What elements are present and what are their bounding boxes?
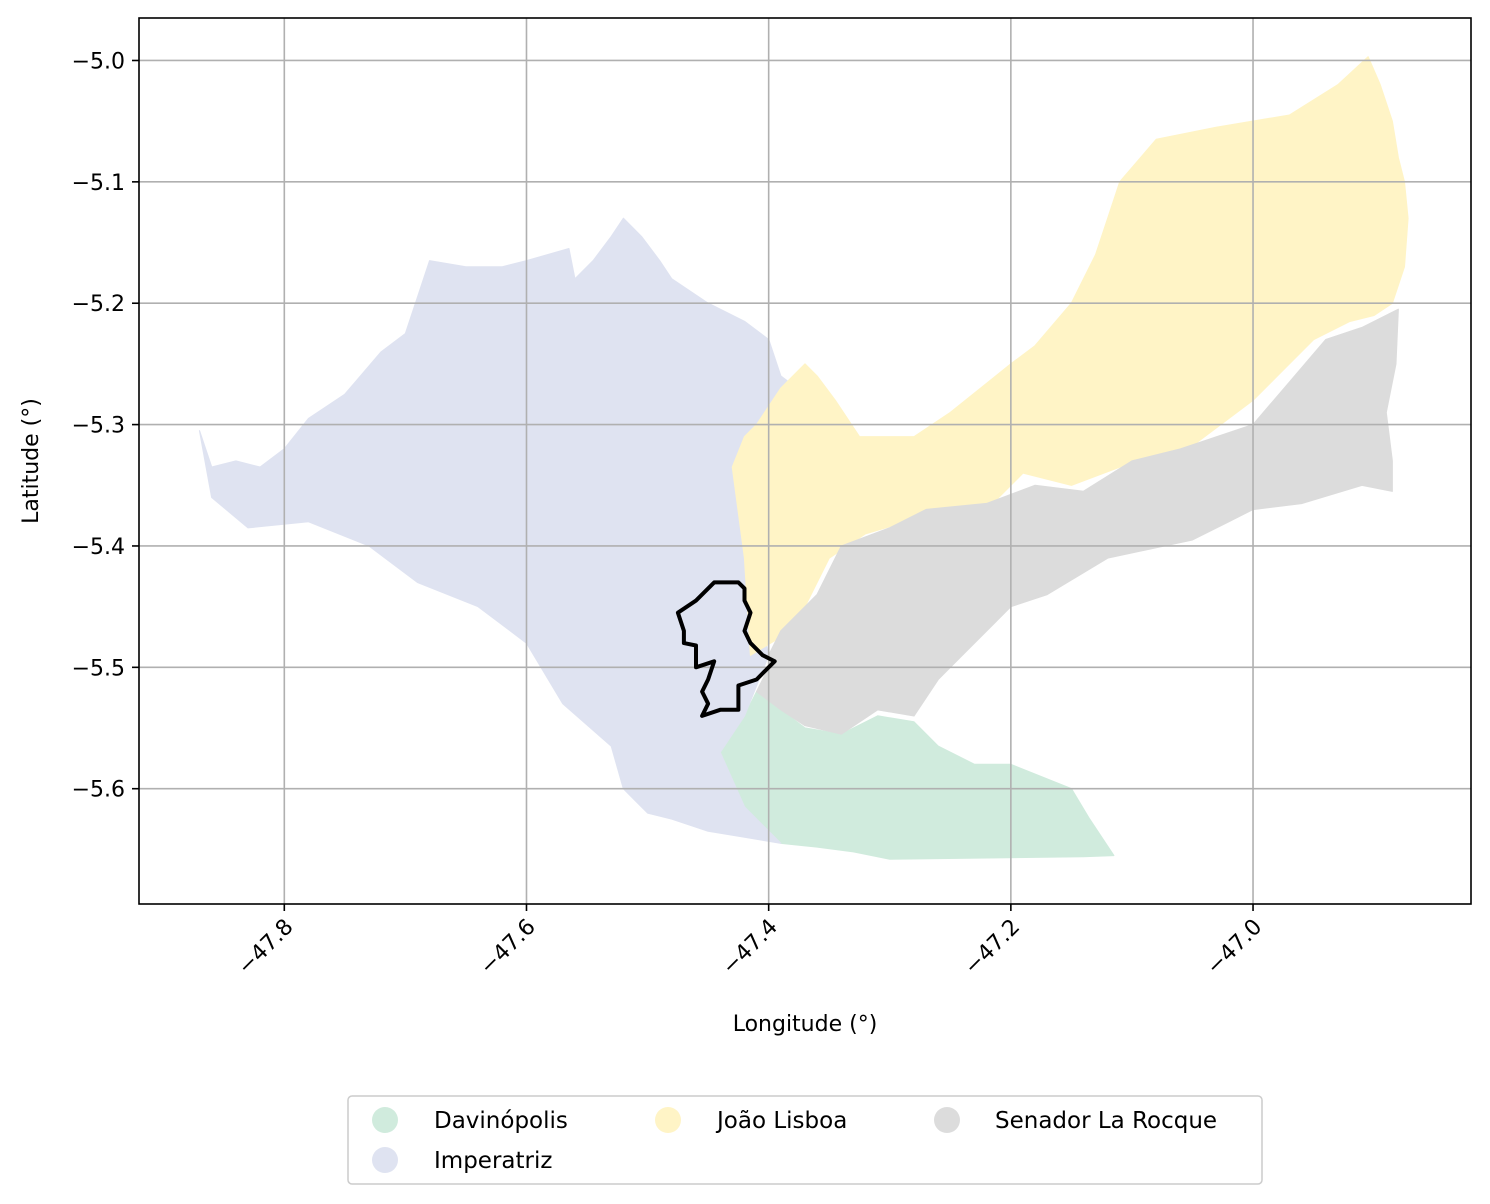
x-axis-title: Longitude (°)	[733, 1012, 878, 1037]
legend-box	[347, 1095, 1263, 1185]
region-imperatriz	[198, 217, 806, 844]
legend-label-imperatriz: Imperatriz	[434, 1148, 552, 1174]
y-tick-label: −5.6	[72, 778, 125, 803]
plot-frame	[138, 17, 1472, 905]
regions-layer	[198, 56, 1409, 860]
grid-layer	[139, 18, 1471, 904]
legend: Davinópolis Imperatriz João Lisboa Senad…	[347, 1095, 1263, 1185]
region-senador-la-rocque	[755, 308, 1399, 735]
y-ticks: −5.0 −5.1 −5.2 −5.3 −5.4 −5.5 −5.6	[72, 49, 139, 803]
legend-label-davinopolis: Davinópolis	[434, 1108, 568, 1134]
outline-layer	[675, 580, 777, 718]
highlight-outline	[675, 580, 777, 718]
legend-label-senador-la-rocque: Senador La Rocque	[995, 1108, 1217, 1134]
y-tick-label: −5.3	[72, 414, 125, 439]
legend-marker-senador-la-rocque	[934, 1107, 960, 1133]
y-tick-label: −5.2	[72, 292, 125, 317]
legend-marker-davinopolis	[372, 1107, 398, 1133]
legend-marker-imperatriz	[372, 1147, 398, 1173]
legend-label-joao-lisboa: João Lisboa	[715, 1108, 847, 1134]
y-tick-label: −5.1	[72, 171, 125, 196]
region-davinopolis	[719, 690, 1115, 860]
y-tick-label: −5.0	[72, 49, 125, 74]
y-tick-label: −5.5	[72, 656, 125, 681]
legend-marker-joao-lisboa	[655, 1107, 681, 1133]
y-axis-title: Latitude (°)	[19, 398, 44, 524]
y-tick-label: −5.4	[72, 535, 125, 560]
